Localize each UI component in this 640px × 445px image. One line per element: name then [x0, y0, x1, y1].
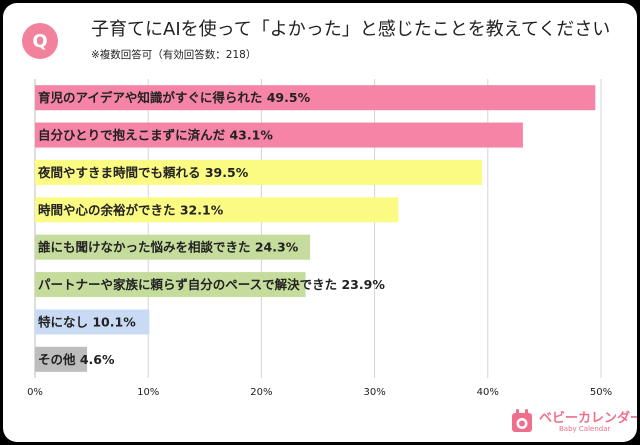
bar	[35, 159, 483, 185]
x-tick-label: 20%	[250, 387, 272, 398]
x-tick-label: 50%	[590, 387, 612, 398]
x-tick-label: 10%	[137, 387, 159, 398]
bar-label: 育児のアイデアや知識がすぐに得られた 49.5%	[38, 90, 311, 105]
bar	[35, 197, 399, 223]
bar-label: 特になし 10.1%	[38, 314, 136, 329]
chart-card: Q 子育てにAIを使って「よかった」と感じたことを教えてください ※複数回答可（…	[3, 3, 637, 442]
x-tick-label: 40%	[477, 387, 499, 398]
x-axis-ticks: 0% 10% 20% 30% 40% 50%	[27, 387, 612, 398]
x-tick-label: 30%	[363, 387, 385, 398]
brand-subtitle: Baby Calendar	[559, 425, 611, 433]
bar-label: 誰にも聞けなかった悩みを相談できた 24.3%	[38, 240, 299, 255]
bar	[35, 309, 150, 335]
chart-subtitle: ※複数回答可（有効回答数：218）	[91, 49, 257, 61]
bar	[35, 346, 88, 372]
bar-chart: 育児のアイデアや知識がすぐに得られた 49.5% 自分ひとりで抱えこまずに済んだ …	[27, 79, 612, 398]
chart-title: 子育てにAIを使って「よかった」と感じたことを教えてください	[91, 19, 611, 40]
brand-name: ベビーカレンダー	[539, 411, 637, 426]
calendar-icon	[512, 409, 532, 432]
bars: 育児のアイデアや知識がすぐに得られた 49.5% 自分ひとりで抱えこまずに済んだ …	[35, 85, 596, 372]
bar	[35, 272, 306, 298]
bar	[35, 234, 311, 260]
bar-label: パートナーや家族に頼らず自分のペースで解決できた 23.9%	[38, 277, 385, 292]
bar-label: 自分ひとりで抱えこまずに済んだ 43.1%	[38, 128, 273, 143]
bar	[35, 122, 523, 148]
x-tick-label: 0%	[27, 387, 43, 398]
question-badge: Q	[22, 23, 58, 59]
brand-logo: ベビーカレンダー Baby Calendar	[511, 407, 637, 437]
bar	[35, 85, 596, 111]
bar-label: 時間や心の余裕ができた 32.1%	[38, 202, 224, 217]
bar-label: 夜間やすきま時間でも頼れる 39.5%	[37, 165, 249, 180]
bar-label: その他 4.6%	[38, 352, 115, 367]
